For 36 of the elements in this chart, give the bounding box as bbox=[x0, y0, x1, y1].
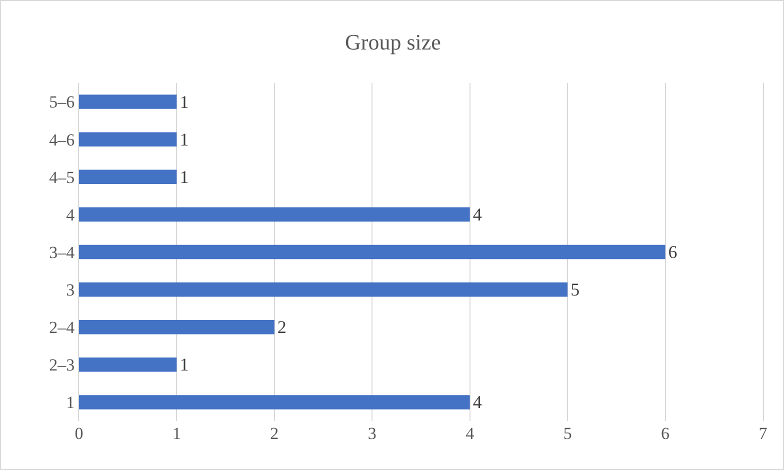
x-tick-label: 4 bbox=[466, 424, 475, 443]
y-tick-label: 4–5 bbox=[49, 168, 75, 187]
y-tick-label: 1 bbox=[66, 393, 75, 412]
y-tick-label: 4–6 bbox=[49, 130, 75, 150]
data-label: 5 bbox=[570, 280, 580, 300]
y-tick-label: 5–6 bbox=[49, 92, 75, 112]
bar bbox=[79, 132, 177, 146]
x-tick-label: 3 bbox=[368, 424, 376, 443]
bar bbox=[79, 94, 177, 109]
x-tick-label: 2 bbox=[270, 424, 279, 443]
data-label: 2 bbox=[277, 317, 286, 338]
data-label: 1 bbox=[180, 129, 189, 150]
x-tick-label: 7 bbox=[758, 424, 768, 443]
data-label: 4 bbox=[472, 392, 482, 412]
x-tick-label: 1 bbox=[172, 424, 181, 443]
bar bbox=[79, 320, 274, 334]
y-tick-label: 4 bbox=[66, 205, 76, 224]
bar bbox=[79, 395, 470, 410]
data-label: 6 bbox=[668, 242, 678, 262]
data-label: 1 bbox=[180, 354, 189, 375]
y-tick-label: 2–3 bbox=[49, 356, 75, 375]
bar bbox=[79, 358, 177, 372]
y-tick-label: 3–4 bbox=[49, 242, 76, 262]
data-label: 4 bbox=[472, 204, 482, 224]
bar bbox=[79, 244, 666, 260]
data-label: 1 bbox=[180, 166, 189, 187]
y-tick-label: 2–4 bbox=[49, 318, 76, 338]
data-label: 1 bbox=[180, 92, 189, 112]
y-tick-label: 3 bbox=[66, 280, 75, 300]
x-tick-label: 0 bbox=[74, 424, 84, 443]
x-tick-label: 5 bbox=[563, 424, 572, 443]
bar bbox=[79, 170, 177, 184]
chart-title: Group size bbox=[345, 29, 441, 54]
x-tick-label: 6 bbox=[661, 424, 670, 443]
bar bbox=[79, 282, 568, 297]
bar bbox=[79, 207, 470, 222]
